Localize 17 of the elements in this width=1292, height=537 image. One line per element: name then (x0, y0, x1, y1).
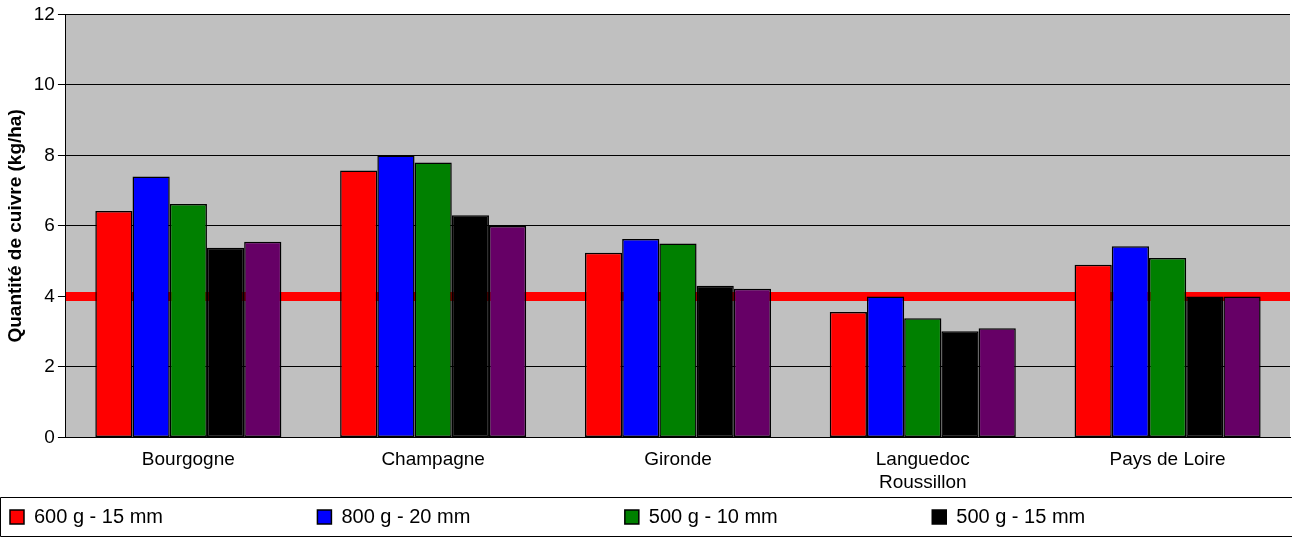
legend-label: 600 g - 15 mm (34, 504, 308, 527)
y-tick-label: 0 (44, 425, 55, 447)
x-tick-label: Bourgogne (141, 448, 235, 470)
legend-label: 800 g - 20 mm (341, 504, 615, 527)
x-tick-label: Champagne (381, 448, 485, 470)
x-tick-label: Languedoc Roussillon (875, 448, 970, 492)
x-tick-label: Pays de Loire (1109, 448, 1226, 470)
y-axis-title: Quantité de cuivre (kg/ha) (3, 109, 25, 343)
y-tick-label: 12 (33, 2, 55, 24)
legend-label: 500 g - 10 mm (648, 504, 923, 527)
x-tick-label: Gironde (644, 448, 712, 470)
y-tick-label: 2 (44, 355, 55, 377)
y-tick-label: 10 (33, 73, 55, 95)
y-tick-label: 8 (44, 143, 55, 165)
legend-label: 500 g - 15 mm (956, 504, 1230, 527)
y-tick-label: 6 (44, 214, 55, 236)
y-tick-label: 4 (44, 284, 56, 306)
